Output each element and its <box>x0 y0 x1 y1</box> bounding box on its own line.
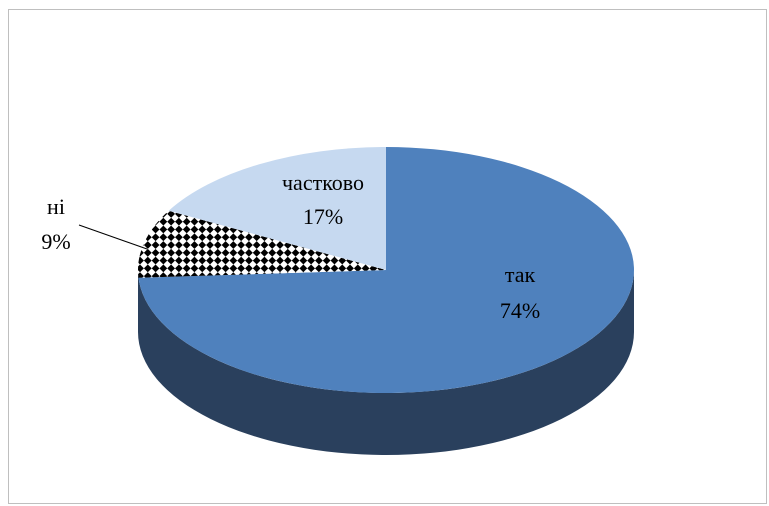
slice-label-1: так <box>505 262 536 287</box>
slice-label-2: ні <box>47 194 65 219</box>
leader-line-ni <box>78 224 148 250</box>
pie-slices <box>137 147 634 393</box>
pie-labels: так 74% ні 9% частково 17% <box>41 170 540 323</box>
pie-side-wall <box>138 270 634 455</box>
pie-slice-3 <box>168 147 386 270</box>
slice-value-label-2: 9% <box>41 229 70 254</box>
slice-label-3: частково <box>282 170 364 195</box>
slice-value-label-1: 74% <box>500 298 540 323</box>
pie-slice-2 <box>137 210 386 278</box>
pie-slice-1 <box>138 147 634 393</box>
slice-value-label-3: 17% <box>303 204 343 229</box>
pie-side <box>138 270 634 455</box>
